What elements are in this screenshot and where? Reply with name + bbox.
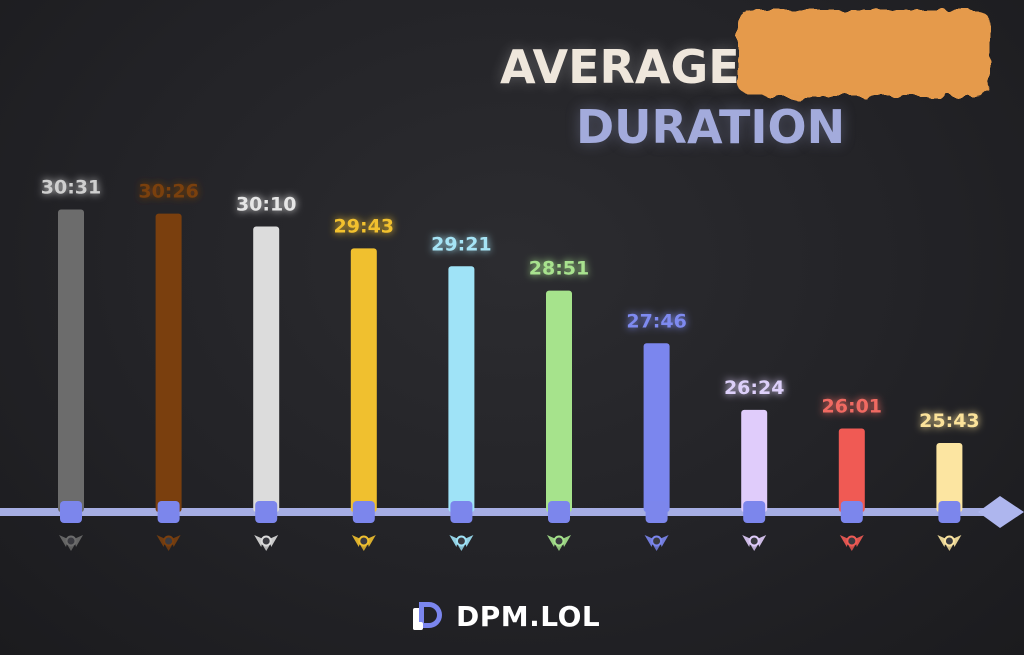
bar-platinum — [448, 266, 475, 512]
axis-marker — [60, 501, 82, 523]
axis-marker — [938, 501, 961, 523]
chart-markers — [60, 501, 961, 523]
bar-diamond — [643, 343, 670, 512]
bar-bronze — [155, 213, 182, 512]
iron-rank-icon — [59, 535, 83, 551]
value-label-grandmaster: 26:01 — [822, 395, 882, 417]
emerald-rank-icon — [547, 535, 571, 551]
axis-marker — [548, 501, 570, 523]
grandmaster-rank-icon — [839, 535, 864, 551]
chart-bars — [58, 209, 963, 512]
dpm-logo-icon — [413, 602, 442, 630]
axis-marker — [840, 501, 863, 523]
brand-name: DPM.LOL — [456, 599, 601, 633]
value-label-bronze: 30:26 — [138, 181, 198, 203]
value-label-iron: 30:31 — [41, 177, 101, 199]
chart-baseline — [0, 496, 1024, 528]
redaction-scribble — [738, 10, 990, 96]
platinum-rank-icon — [449, 535, 474, 551]
bar-grandmaster — [838, 428, 865, 512]
value-label-challenger: 25:43 — [919, 410, 979, 432]
chart-title-line2: DURATION — [576, 100, 846, 154]
axis-marker — [743, 501, 766, 523]
bar-master — [741, 409, 768, 512]
value-label-emerald: 28:51 — [529, 258, 589, 280]
master-rank-icon — [742, 535, 767, 551]
challenger-rank-icon — [937, 535, 962, 551]
diamond-rank-icon — [644, 535, 669, 551]
axis-line — [0, 508, 1000, 516]
brand: DPM.LOL — [410, 598, 600, 634]
bar-iron — [58, 209, 84, 512]
axis-marker — [157, 501, 180, 523]
silver-rank-icon — [254, 535, 279, 551]
value-label-diamond: 27:46 — [626, 310, 686, 332]
axis-marker — [645, 501, 668, 523]
gold-rank-icon — [351, 535, 376, 551]
value-label-master: 26:24 — [724, 377, 784, 399]
axis-marker — [450, 501, 473, 523]
value-label-platinum: 29:21 — [431, 233, 491, 255]
chart-value-labels: 30:31 30:26 30:10 29:43 29:21 28:51 27:46 26:24… — [41, 177, 980, 433]
bar-challenger — [936, 443, 963, 512]
axis-marker — [255, 501, 278, 523]
bar-chart: 30:31 30:26 30:10 29:43 29:21 28:51 27:46 26:24… — [0, 177, 1024, 551]
value-label-silver: 30:10 — [236, 194, 296, 216]
bar-gold — [350, 248, 377, 512]
bar-silver — [253, 226, 280, 512]
bronze-rank-icon — [156, 535, 181, 551]
axis-end-diamond — [978, 496, 1024, 528]
value-label-gold: 29:43 — [334, 215, 394, 237]
bar-emerald — [546, 290, 572, 512]
rank-icons — [59, 535, 962, 551]
axis-marker — [352, 501, 375, 523]
